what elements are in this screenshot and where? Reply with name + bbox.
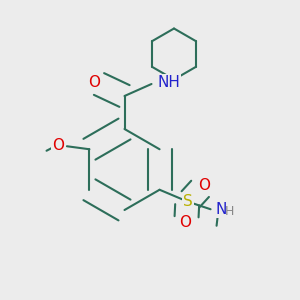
Text: NH: NH <box>158 75 180 90</box>
Text: N: N <box>215 202 226 217</box>
Text: O: O <box>52 138 64 153</box>
Text: O: O <box>199 178 211 193</box>
Text: H: H <box>225 205 234 218</box>
Text: O: O <box>88 75 101 90</box>
Text: S: S <box>183 194 193 209</box>
Text: O: O <box>179 215 191 230</box>
